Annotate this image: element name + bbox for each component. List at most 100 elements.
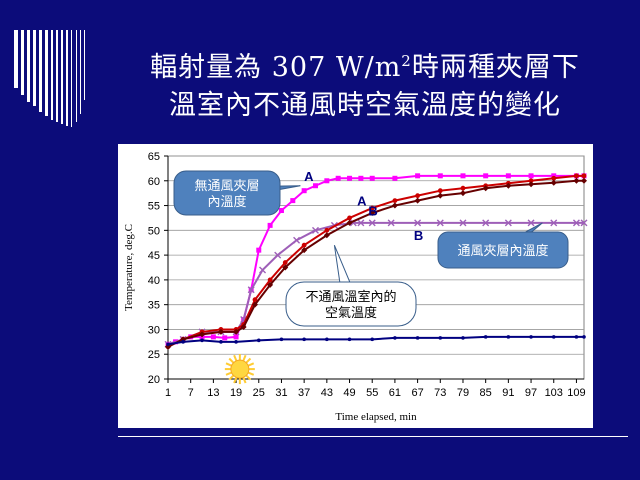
data-point [251,301,258,308]
data-point [572,219,580,227]
data-point [527,219,535,227]
x-axis-title: Time elapsed, min [335,411,417,423]
data-point [528,181,535,188]
x-tick-label: 25 [253,387,265,399]
data-point [256,338,261,343]
y-tick-label: 30 [148,324,160,336]
data-point [335,175,341,181]
series-3 [165,173,587,350]
point-label: B [368,203,377,218]
data-point [529,335,533,339]
data-point [219,340,223,344]
divider-line [118,436,628,437]
data-point [357,219,365,227]
slide-title: 輻射量為 307 W/m2時兩種夾層下 溫室內不通風時空氣溫度的變化 [110,42,620,125]
data-point [437,188,443,194]
data-point [551,173,557,179]
x-tick-label: 43 [321,387,333,399]
data-point [582,335,586,339]
data-point [437,192,444,199]
data-point [200,338,204,343]
data-point [347,175,353,181]
data-point [393,336,397,340]
data-point [415,336,420,340]
data-point [528,178,534,184]
data-point [574,173,579,179]
x-tick-label: 91 [502,387,514,399]
data-point [311,226,319,234]
data-point [391,202,398,209]
chart-svg: 20 25 30 35 40 45 50 55 60 65 1 7 13 19 25 31 37 43 49 55 61… [123,151,588,423]
x-tick-label: 37 [298,387,310,399]
data-point [414,219,422,227]
data-point [370,337,375,342]
sun-disc [230,359,250,379]
callout-box [285,281,417,327]
y-tick-label: 55 [148,201,160,213]
data-point [506,335,511,339]
data-point [460,173,466,179]
series-4 [165,177,587,350]
data-point [369,209,376,216]
x-tick-label: 31 [275,387,287,399]
data-point [247,286,255,294]
x-tick-label: 1 [165,387,171,399]
data-point [301,242,307,248]
data-point [368,219,376,227]
data-point [290,198,296,204]
title-superscript: 2 [401,52,412,70]
callout-text: 空氣溫度 [325,305,377,321]
point-label: A [357,194,367,209]
data-point [301,247,308,254]
data-point [165,343,171,350]
x-tick-label: 67 [411,387,423,399]
data-point [302,337,306,342]
x-tick-label: 13 [207,387,219,399]
data-point [550,219,558,227]
data-point [580,219,588,227]
data-point [323,232,330,239]
data-point [256,247,262,253]
data-point [358,175,364,181]
title-line-1: 輻射量為 307 W/m2時兩種夾層下 [110,42,620,87]
data-point [483,173,489,179]
data-point [581,177,587,184]
callout-text: 內溫度 [207,194,246,210]
data-point [325,337,329,342]
data-point [574,335,579,339]
callout-box [173,170,281,216]
data-point [369,205,375,211]
callout-text: 無通風夾層 [194,179,259,194]
x-tick-label: 103 [545,387,563,399]
data-point [415,193,420,199]
x-tick-label: 19 [230,387,242,399]
callout-text: 通風夾層內溫度 [457,243,548,259]
y-tick-label: 20 [148,374,160,386]
data-point [293,236,301,244]
data-point [233,334,239,340]
y-tick-label: 45 [148,250,160,262]
data-point [301,188,307,194]
data-point [312,183,318,189]
data-point [482,219,490,227]
data-point [551,175,557,181]
data-point [324,178,330,184]
y-tick-label: 60 [148,176,160,188]
data-point [267,281,274,288]
data-point [505,182,512,189]
y-tick-label: 40 [148,275,160,287]
data-point [504,219,512,227]
data-point [387,219,395,227]
title-line-2: 溫室內不通風時空氣溫度的變化 [169,90,561,121]
data-point [199,331,206,338]
x-tick-label: 97 [525,387,537,399]
sun-icon [224,354,255,385]
data-point [528,173,534,179]
data-point [346,219,353,226]
data-point [278,208,284,214]
series-5 [166,335,586,347]
data-point [222,335,228,341]
data-point [392,175,398,181]
decorative-stripes [14,30,85,127]
